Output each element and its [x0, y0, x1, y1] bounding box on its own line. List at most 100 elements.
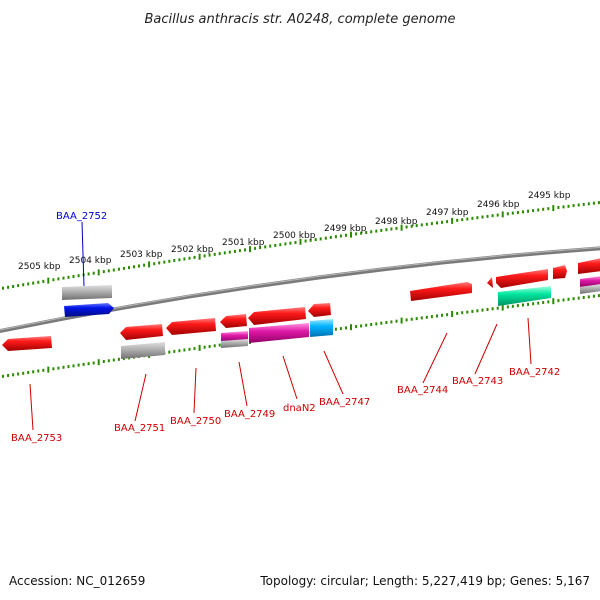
- minor-tick: [547, 300, 550, 304]
- minor-tick: [17, 284, 20, 288]
- minor-tick: [532, 209, 535, 213]
- minor-tick: [57, 366, 60, 370]
- minor-tick: [193, 347, 196, 351]
- gene-arrow-baa-2751[interactable]: [120, 324, 163, 340]
- minor-tick: [522, 303, 524, 307]
- minor-tick: [436, 314, 438, 318]
- minor-tick: [92, 361, 95, 365]
- minor-tick: [12, 285, 15, 288]
- minor-tick: [522, 210, 524, 214]
- minor-tick: [597, 294, 600, 298]
- map-title: Bacillus anthracis str. A0248, complete …: [144, 12, 455, 27]
- minor-tick: [193, 255, 196, 259]
- minor-tick: [22, 283, 25, 287]
- minor-tick: [133, 265, 135, 269]
- minor-tick: [592, 294, 595, 298]
- minor-tick: [481, 215, 484, 219]
- gene-arrow-baa-2753[interactable]: [2, 336, 52, 351]
- gene-arrow-small-right[interactable]: [553, 265, 567, 279]
- connector-baa-2747: [323, 350, 344, 395]
- gene-track-dnan2-magenta: [249, 323, 309, 343]
- gene-arrow-baa-2742[interactable]: [496, 269, 548, 288]
- gene-track-green: [498, 286, 551, 306]
- kbp-label-2500: 2500 kbp: [273, 231, 316, 241]
- minor-tick: [496, 213, 499, 217]
- kbp-label-2498: 2498 kbp: [375, 217, 418, 227]
- minor-tick: [107, 359, 110, 363]
- minor-tick: [334, 327, 337, 331]
- minor-tick: [37, 369, 40, 373]
- label-connectors: [29, 221, 532, 431]
- minor-tick: [208, 253, 211, 257]
- gene-label-baa-2751[interactable]: BAA_2751: [114, 423, 165, 434]
- minor-tick: [355, 325, 358, 329]
- minor-tick: [420, 223, 423, 227]
- minor-tick: [42, 368, 45, 372]
- minor-tick: [415, 317, 418, 321]
- gene-arrow-dnan2[interactable]: [248, 307, 306, 325]
- gene-features: [2, 258, 600, 359]
- minor-tick: [324, 236, 327, 240]
- minor-tick: [430, 222, 433, 226]
- minor-tick: [496, 306, 499, 310]
- minor-tick: [385, 321, 388, 324]
- minor-tick: [345, 233, 347, 237]
- gene-arrow-small-2743[interactable]: [487, 277, 493, 288]
- minor-tick: [410, 224, 413, 228]
- gene-arrow-edge-red[interactable]: [578, 258, 600, 274]
- major-tick: [552, 205, 555, 212]
- minor-tick: [557, 206, 560, 209]
- kbp-label-2496: 2496 kbp: [477, 200, 520, 210]
- gene-label-dnan2[interactable]: dnaN2: [283, 403, 316, 414]
- minor-tick: [52, 278, 55, 282]
- connector-baa-2744: [422, 332, 448, 384]
- minor-tick: [178, 349, 181, 353]
- gene-arrow-baa-2752[interactable]: [64, 303, 114, 317]
- gene-label-baa-2750[interactable]: BAA_2750: [170, 416, 221, 427]
- gene-label-baa-2753[interactable]: BAA_2753: [11, 433, 62, 444]
- minor-tick: [138, 264, 140, 268]
- minor-tick: [218, 252, 221, 256]
- minor-tick: [572, 204, 575, 208]
- minor-tick: [597, 201, 600, 205]
- gene-labels: BAA_2752 BAA_2753 BAA_2751 BAA_2750 BAA_…: [11, 211, 560, 444]
- minor-tick: [213, 252, 216, 256]
- minor-tick: [117, 357, 120, 361]
- minor-tick: [294, 241, 297, 244]
- major-tick: [249, 246, 251, 253]
- gene-label-baa-2743[interactable]: BAA_2743: [452, 376, 503, 387]
- minor-tick: [572, 297, 575, 301]
- gene-arrow-baa-2747[interactable]: [308, 303, 331, 317]
- gene-label-baa-2744[interactable]: BAA_2744: [397, 385, 448, 396]
- minor-tick: [153, 262, 156, 266]
- gene-label-baa-2747[interactable]: BAA_2747: [319, 397, 370, 408]
- gene-label-baa-2742[interactable]: BAA_2742: [509, 367, 560, 378]
- major-tick: [350, 324, 352, 331]
- major-tick: [97, 269, 100, 276]
- connector-baa-2753: [29, 383, 34, 431]
- gene-arrow-baa-2749[interactable]: [220, 314, 247, 328]
- gene-track-edge-gray: [580, 284, 600, 294]
- minor-tick: [562, 205, 565, 209]
- minor-tick: [62, 365, 65, 369]
- kbp-label-2503: 2503 kbp: [120, 250, 163, 260]
- minor-tick: [456, 218, 459, 222]
- minor-tick: [329, 235, 332, 239]
- minor-tick: [365, 323, 368, 327]
- minor-tick: [446, 220, 449, 224]
- minor-tick: [203, 345, 206, 349]
- minor-tick: [87, 272, 90, 276]
- gene-track-baa-2749-magenta: [221, 331, 248, 342]
- gene-label-baa-2749[interactable]: BAA_2749: [224, 409, 275, 420]
- gene-arrow-baa-2744[interactable]: [410, 282, 472, 301]
- minor-tick: [527, 302, 529, 306]
- gene-arrow-edge-magenta[interactable]: [580, 276, 600, 287]
- minor-tick: [511, 211, 514, 215]
- minor-tick: [486, 308, 489, 311]
- minor-tick: [506, 212, 509, 216]
- minor-tick: [2, 286, 4, 290]
- minor-tick: [254, 246, 257, 250]
- minor-tick: [259, 246, 262, 250]
- gene-arrow-baa-2750[interactable]: [166, 318, 216, 335]
- gene-label-baa-2752[interactable]: BAA_2752: [56, 211, 107, 222]
